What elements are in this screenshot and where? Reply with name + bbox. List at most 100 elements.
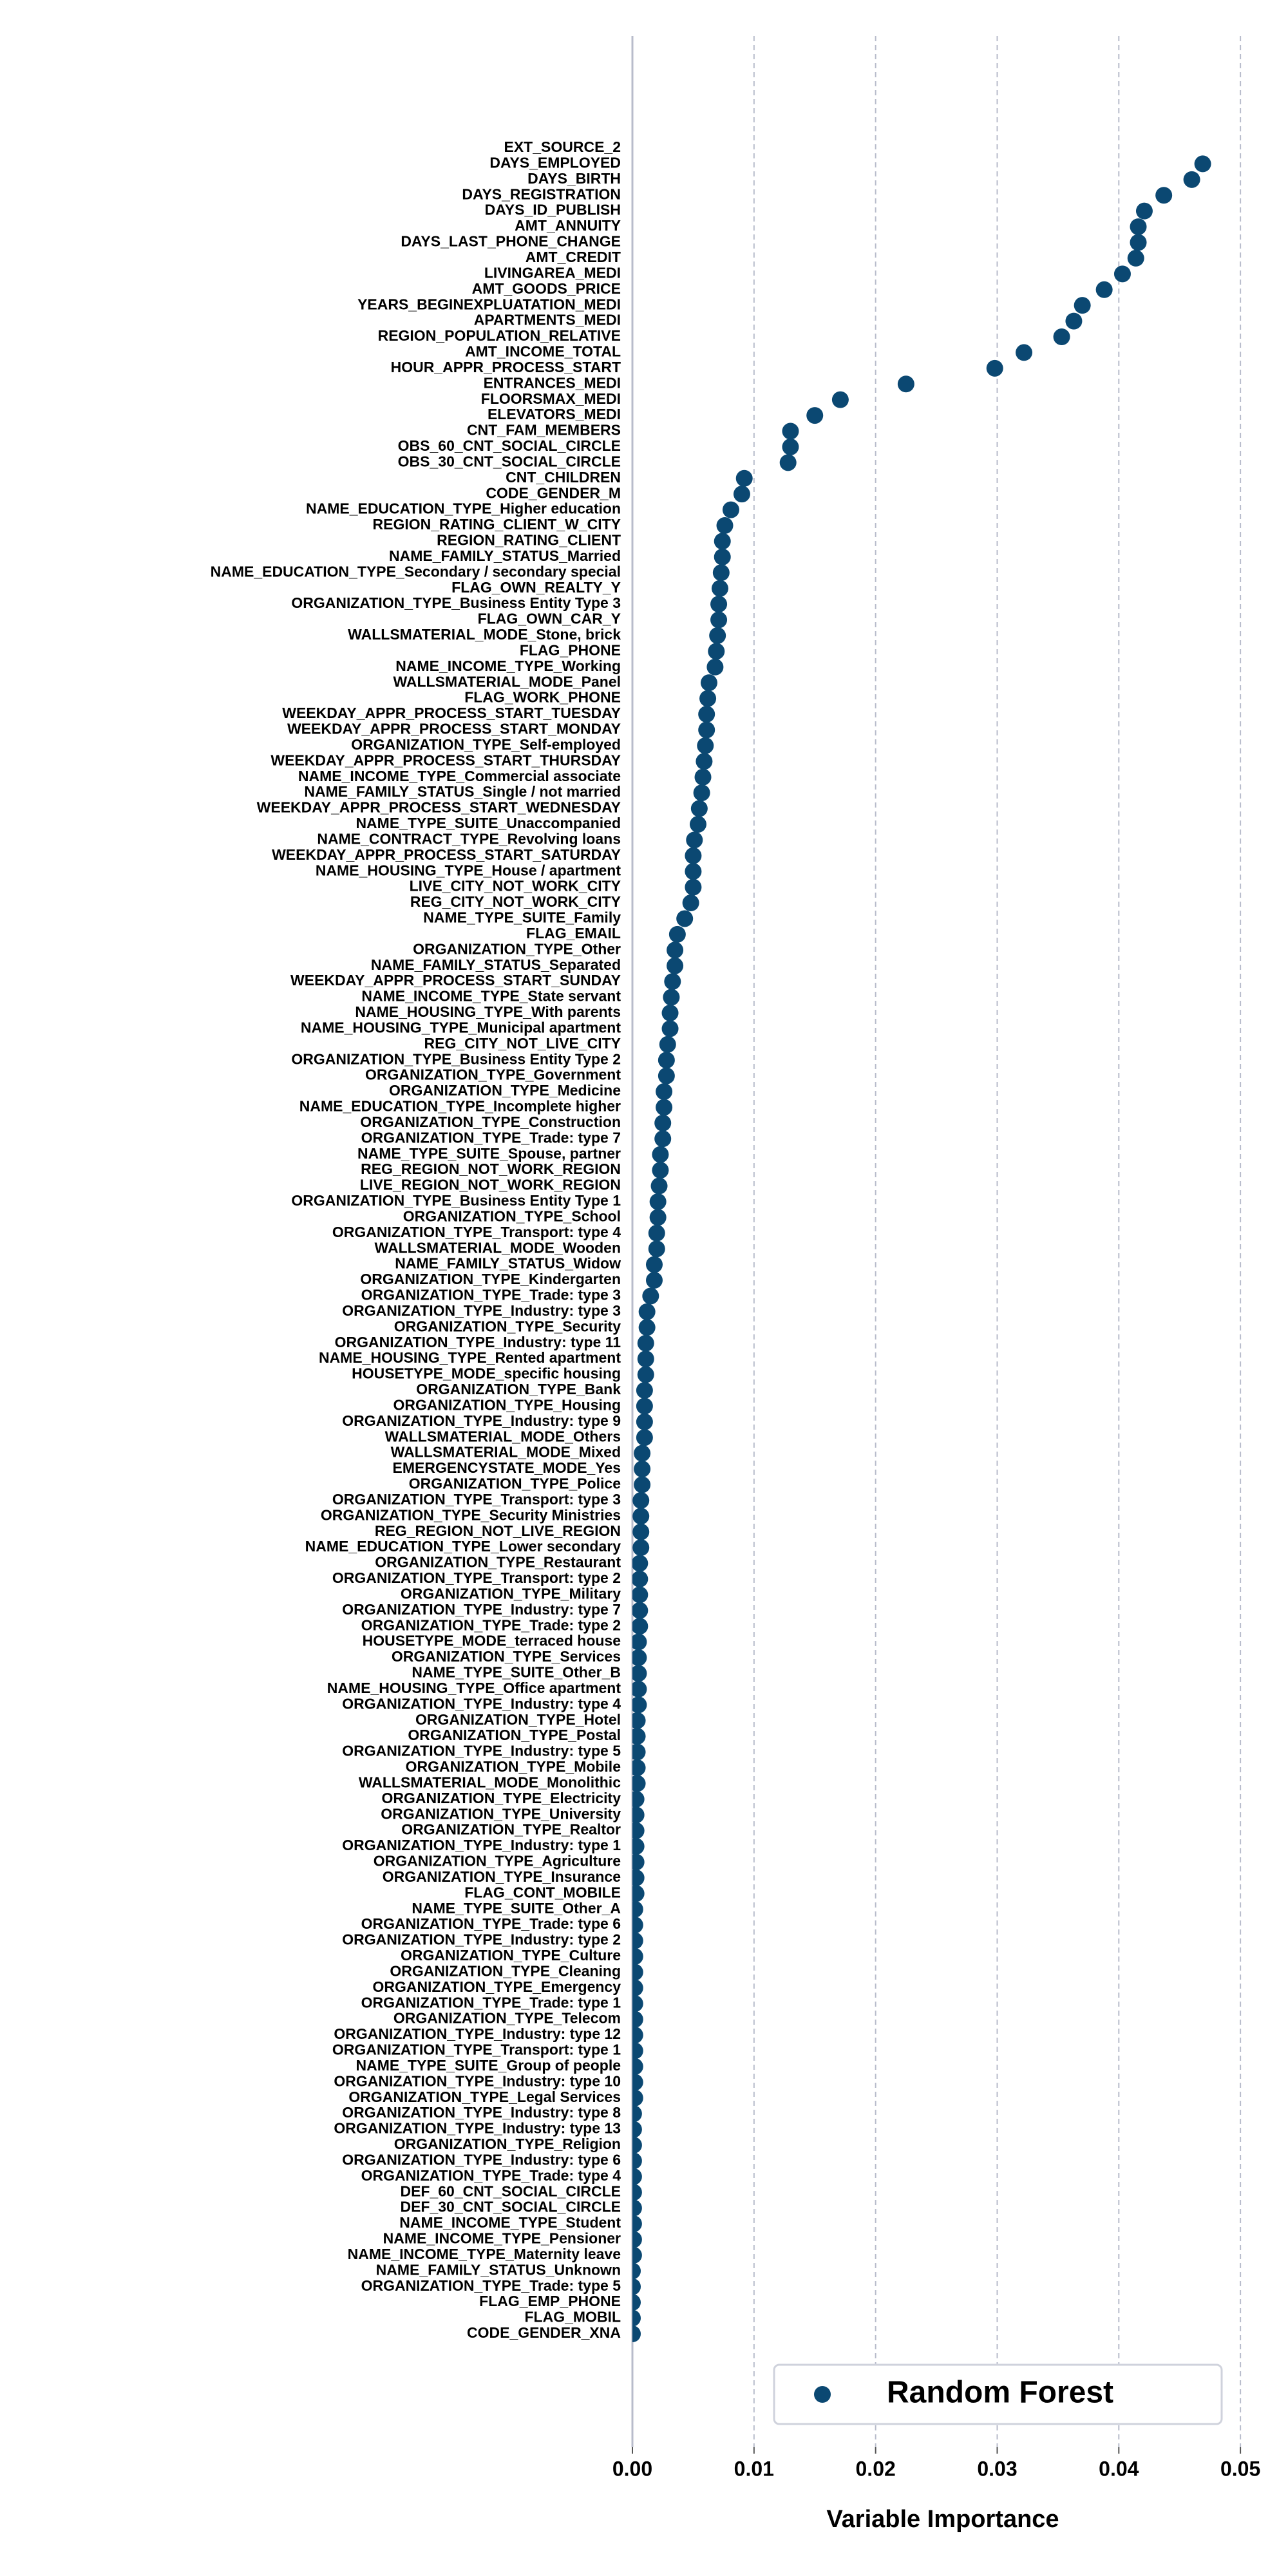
y-tick-label: DAYS_ID_PUBLISH [485, 202, 621, 218]
y-tick-label: ENTRANCES_MEDI [484, 374, 621, 391]
dot [632, 1602, 649, 1619]
dot [654, 1130, 672, 1148]
y-tick-label: ORGANIZATION_TYPE_Legal Services [348, 2088, 621, 2105]
y-tick-label: AMT_INCOME_TOTAL [465, 343, 621, 360]
x-tick-label: 0.00 [612, 2457, 652, 2480]
y-tick-label: DEF_60_CNT_SOCIAL_CIRCLE [400, 2183, 621, 2199]
y-tick-label: CODE_GENDER_M [486, 484, 621, 501]
y-tick-label: ORGANIZATION_TYPE_Culture [401, 1947, 621, 1964]
y-tick-label: NAME_TYPE_SUITE_Other_B [412, 1664, 621, 1681]
dot [664, 973, 681, 990]
y-tick-label: ORGANIZATION_TYPE_Trade: type 1 [361, 1994, 621, 2011]
dot [706, 658, 724, 676]
dot [685, 878, 702, 896]
dot [632, 2105, 642, 2123]
x-tick-label: 0.02 [856, 2457, 896, 2480]
dot [712, 564, 730, 582]
dot [735, 469, 753, 487]
dot [709, 627, 726, 644]
dot [708, 643, 725, 660]
y-tick-label: ORGANIZATION_TYPE_Realtor [401, 1821, 621, 1838]
y-tick-label: ORGANIZATION_TYPE_Industry: type 5 [342, 1743, 621, 1759]
dot [1130, 234, 1147, 251]
y-tick-label: WEEKDAY_APPR_PROCESS_START_MONDAY [287, 721, 621, 737]
dot [645, 1256, 663, 1273]
dot [632, 2042, 643, 2060]
dot [632, 1775, 646, 1792]
y-tick-label: NAME_HOUSING_TYPE_Office apartment [327, 1680, 621, 1696]
dot [642, 1287, 659, 1305]
dot [632, 1586, 649, 1604]
y-tick-label: FLAG_CONT_MOBILE [464, 1884, 621, 1900]
x-tick-label: 0.03 [977, 2457, 1017, 2480]
dot [648, 1240, 665, 1258]
y-tick-label: FLAG_PHONE [520, 641, 621, 658]
y-tick-label: REGION_RATING_CLIENT [437, 532, 621, 549]
dot [649, 1209, 667, 1226]
y-tick-label: ORGANIZATION_TYPE_Services [392, 1648, 621, 1665]
y-tick-label: FLAG_MOBIL [525, 2309, 621, 2325]
legend: Random Forest [773, 2363, 1223, 2425]
dot [632, 2074, 643, 2091]
y-tick-label: ORGANIZATION_TYPE_Hotel [415, 1711, 621, 1728]
y-tick-label: ORGANIZATION_TYPE_Business Entity Type 1 [291, 1192, 621, 1209]
dot [694, 768, 712, 786]
y-tick-label: WEEKDAY_APPR_PROCESS_START_TUESDAY [282, 705, 621, 721]
dot [652, 1146, 669, 1163]
y-tick-label: CNT_CHILDREN [506, 469, 621, 486]
dot [632, 1964, 643, 1981]
dot [632, 1995, 643, 2012]
legend-label: Random Forest [887, 2376, 1113, 2410]
dot [632, 1539, 650, 1557]
dot [637, 1350, 654, 1368]
y-tick-label: REG_CITY_NOT_LIVE_CITY [424, 1035, 621, 1052]
y-tick-label: ORGANIZATION_TYPE_Industry: type 11 [335, 1334, 621, 1350]
y-tick-label: LIVE_CITY_NOT_WORK_CITY [410, 878, 621, 895]
dot [632, 2058, 643, 2075]
y-tick-label: ORGANIZATION_TYPE_Industry: type 6 [342, 2151, 621, 2168]
y-tick-label: ORGANIZATION_TYPE_Military [401, 1585, 621, 1602]
dot [697, 737, 714, 754]
dot [1130, 218, 1147, 236]
y-tick-label: FLAG_OWN_REALTY_Y [451, 579, 621, 596]
dot [710, 596, 728, 613]
dot [645, 1272, 663, 1289]
dot [696, 753, 713, 770]
legend-box [773, 2363, 1223, 2425]
dot [661, 1020, 679, 1037]
dot [782, 438, 799, 455]
dot [632, 1838, 645, 1855]
dot [1053, 328, 1070, 346]
dot [632, 1900, 643, 1918]
dot [667, 942, 684, 959]
dot [636, 1429, 653, 1446]
dot [682, 895, 699, 912]
y-tick-label: ORGANIZATION_TYPE_Industry: type 4 [342, 1695, 621, 1712]
y-tick-label: ORGANIZATION_TYPE_Construction [360, 1113, 621, 1130]
y-tick-label: ORGANIZATION_TYPE_Transport: type 3 [332, 1491, 621, 1508]
dot [638, 1319, 656, 1336]
dot [632, 1570, 649, 1587]
dot [632, 2136, 642, 2154]
dot [634, 1476, 651, 1493]
dot [654, 1114, 672, 1132]
y-tick-label: WALLSMATERIAL_MODE_Wooden [375, 1239, 621, 1256]
dot [650, 1177, 668, 1195]
y-tick-label: ORGANIZATION_TYPE_Transport: type 1 [332, 2041, 621, 2058]
dot [637, 1366, 654, 1383]
y-tick-label: NAME_CONTRACT_TYPE_Revolving loans [317, 830, 621, 847]
y-tick-label: ORGANIZATION_TYPE_Self-employed [351, 736, 621, 753]
y-tick-label: ORGANIZATION_TYPE_Police [409, 1475, 621, 1492]
dot [779, 454, 797, 471]
dot [659, 1036, 676, 1053]
dot [667, 957, 684, 974]
y-tick-label: FLAG_WORK_PHONE [464, 689, 621, 706]
x-tick-label: 0.01 [734, 2457, 774, 2480]
x-tick-label: 0.05 [1220, 2457, 1260, 2480]
dot [710, 611, 728, 629]
y-tick-label: ORGANIZATION_TYPE_Industry: type 12 [334, 2025, 621, 2042]
dot [1065, 312, 1083, 330]
y-tick-label: FLAG_EMAIL [526, 925, 621, 942]
y-tick-label: ORGANIZATION_TYPE_Transport: type 4 [332, 1224, 621, 1240]
dot [632, 1665, 647, 1682]
